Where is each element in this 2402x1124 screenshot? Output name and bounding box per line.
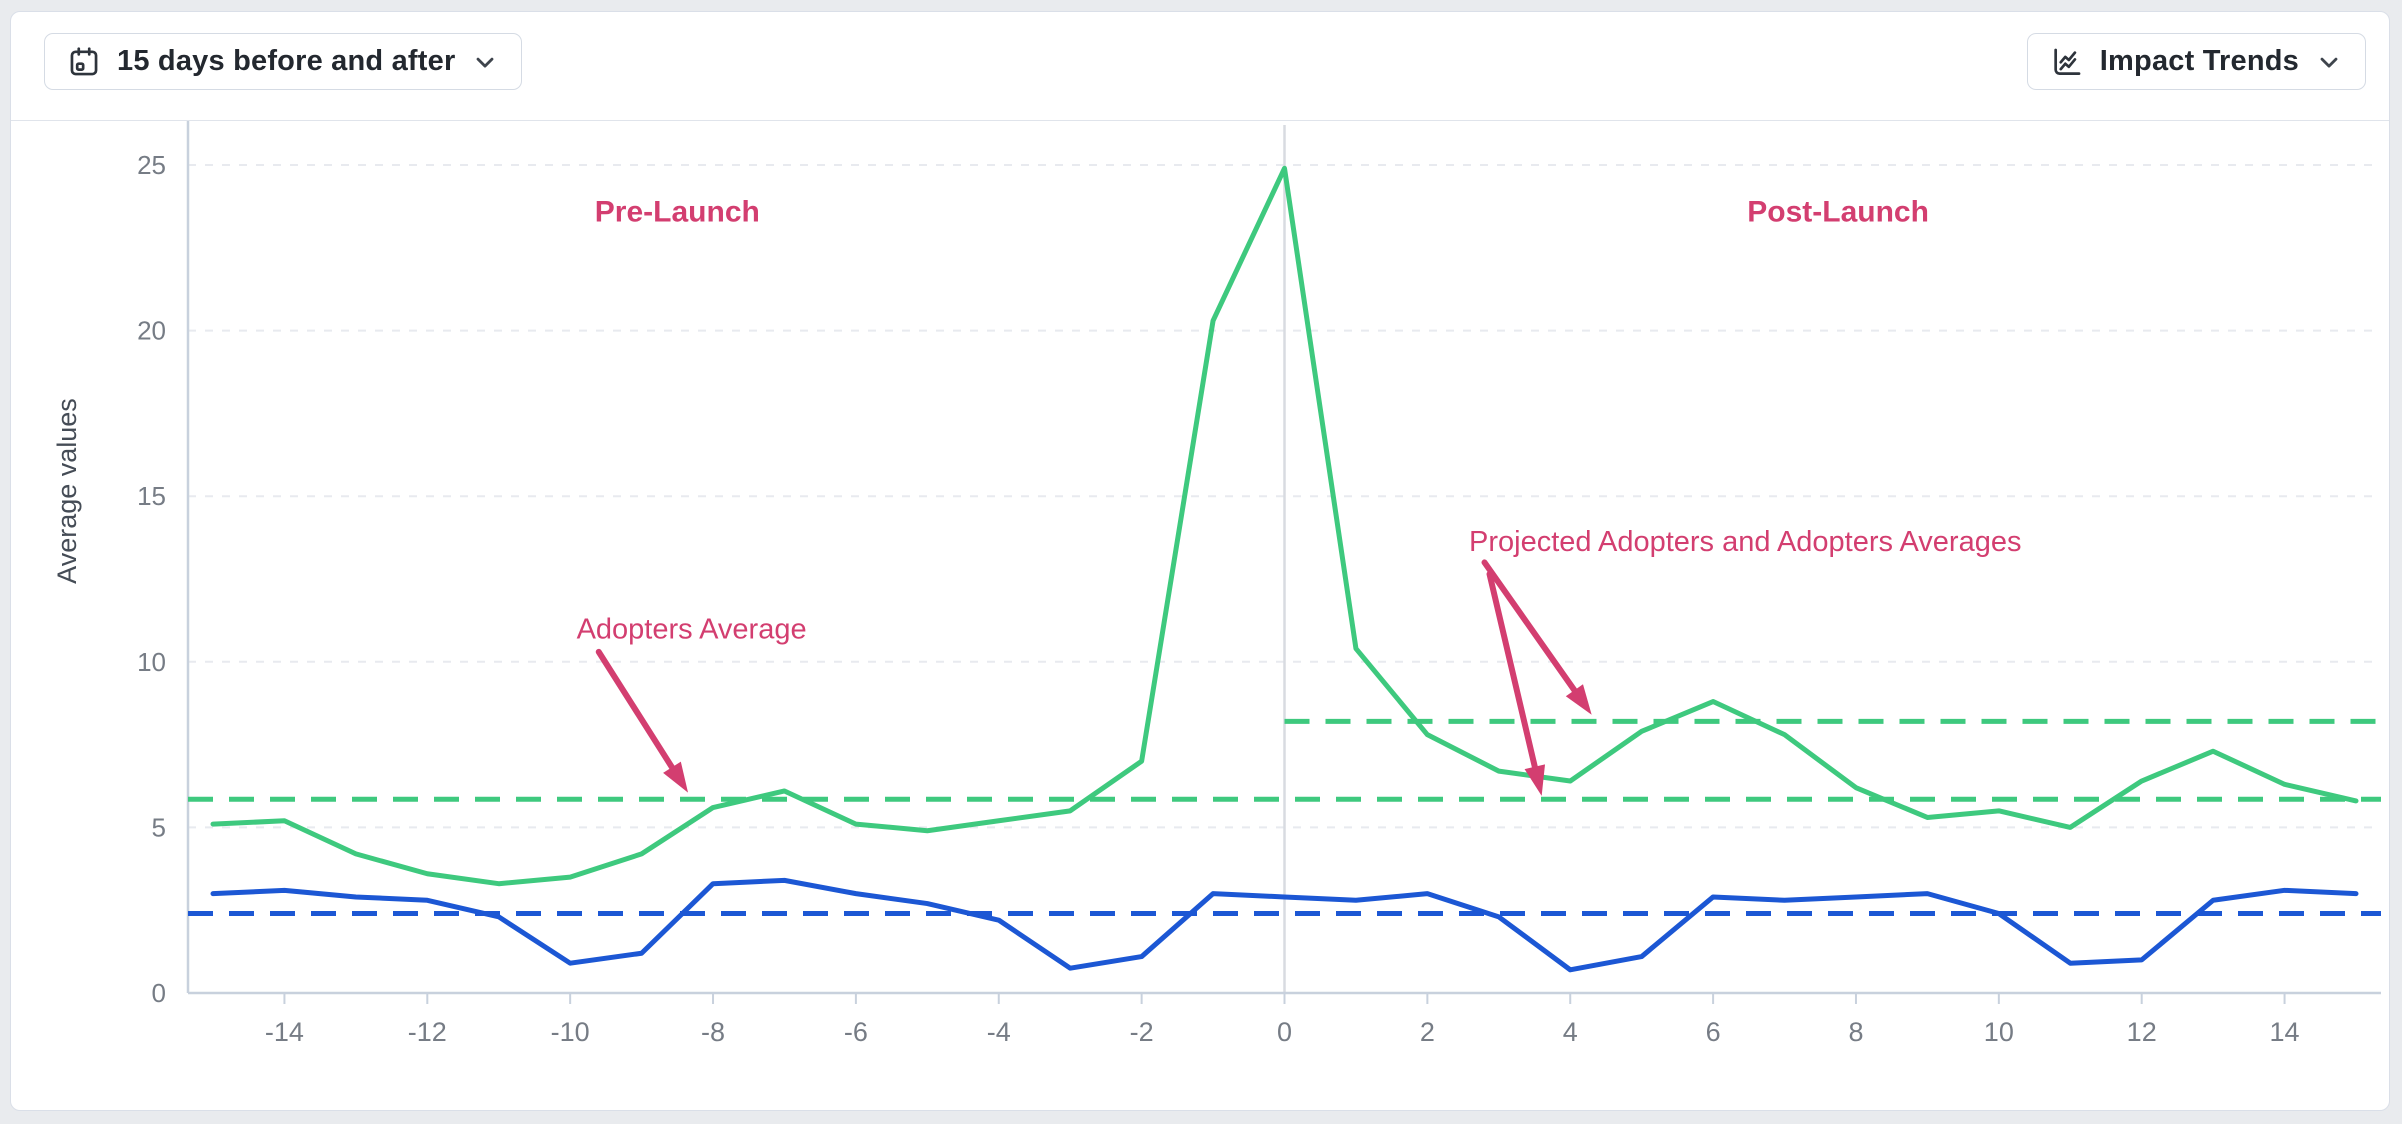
x-tick-label: 6 xyxy=(1706,1017,1721,1047)
y-tick-label: 10 xyxy=(137,647,166,677)
date-range-label: 15 days before and after xyxy=(117,45,456,77)
x-tick-label: -14 xyxy=(265,1017,304,1047)
projected-averages-label: Projected Adopters and Adopters Averages xyxy=(1469,526,2021,558)
x-tick-label: -4 xyxy=(987,1017,1011,1047)
annotation-arrow-1 xyxy=(1481,559,1581,699)
x-tick-label: -6 xyxy=(844,1017,868,1047)
impact-trends-label: Impact Trends xyxy=(2099,45,2299,77)
post-launch-label: Post-Launch xyxy=(1747,195,1929,228)
x-tick-label: 12 xyxy=(2127,1017,2157,1047)
x-tick-label: 14 xyxy=(2270,1017,2300,1047)
pre-launch-label: Pre-Launch xyxy=(595,195,760,228)
y-tick-label: 5 xyxy=(152,812,166,842)
annotation-arrowhead-1 xyxy=(1565,684,1592,715)
annotation-arrowhead-0 xyxy=(663,761,689,793)
card-header: 15 days before and after Impact Trends xyxy=(11,12,2389,121)
annotation-arrowhead-2 xyxy=(1524,764,1546,796)
plot-svg: -14 -12 -10 -8 -6 -4 -2 0 2 4 6 8 10 12 14 0 5 10 15 20 25 Av… xyxy=(52,121,2381,1047)
x-tick-label: 4 xyxy=(1563,1017,1578,1047)
calendar-icon xyxy=(67,45,101,79)
y-tick-label: 20 xyxy=(137,316,166,346)
x-tick-label: 0 xyxy=(1277,1017,1292,1047)
x-tick-label: -8 xyxy=(701,1017,725,1047)
x-tick-label: 2 xyxy=(1420,1017,1435,1047)
projected-adopters-line xyxy=(210,877,2359,973)
x-tick-label: -12 xyxy=(408,1017,447,1047)
x-tick-label: -10 xyxy=(551,1017,590,1047)
y-tick-label: 25 xyxy=(137,150,166,180)
annotation-arrow-0 xyxy=(595,648,679,776)
impact-trends-button[interactable]: Impact Trends xyxy=(2026,33,2366,90)
y-axis-title: Average values xyxy=(52,398,82,584)
date-range-button[interactable]: 15 days before and after xyxy=(44,33,523,90)
chart-area: -14 -12 -10 -8 -6 -4 -2 0 2 4 6 8 10 12 14 0 5 10 15 20 25 Av… xyxy=(11,121,2388,1110)
x-tick-label: 10 xyxy=(1984,1017,2014,1047)
adopters-line xyxy=(210,165,2359,887)
x-tick-label: 8 xyxy=(1848,1017,1863,1047)
y-tick-label: 0 xyxy=(152,978,166,1008)
x-tick-label: -2 xyxy=(1130,1017,1154,1047)
impact-trends-card: 15 days before and after Impact Trends xyxy=(10,11,2390,1111)
y-tick-label: 15 xyxy=(137,481,166,511)
line-chart-icon xyxy=(2050,45,2084,79)
annotation-arrow-2 xyxy=(1486,571,1540,776)
chevron-down-icon xyxy=(471,48,499,76)
adopters-average-label: Adopters Average xyxy=(577,614,807,646)
chevron-down-icon xyxy=(2315,48,2343,76)
